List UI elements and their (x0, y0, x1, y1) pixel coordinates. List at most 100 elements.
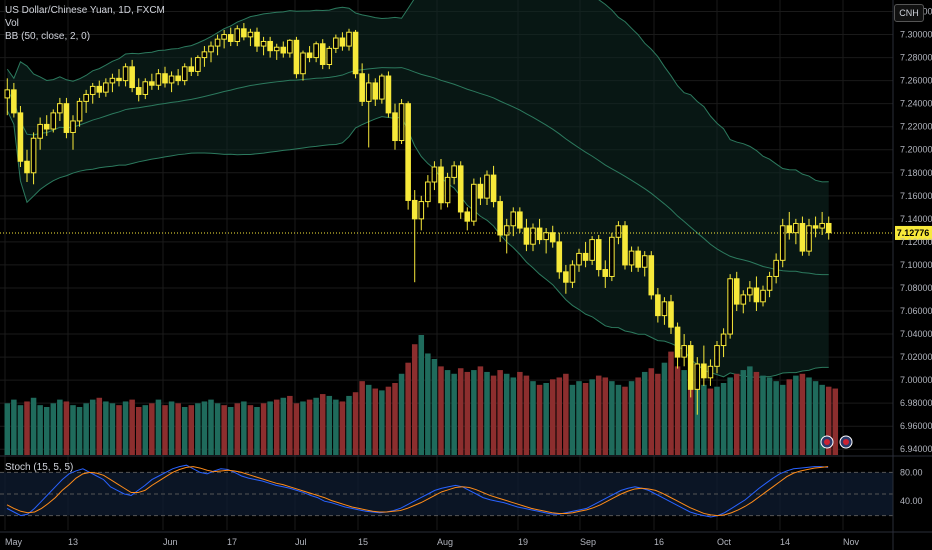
volume-bar (543, 383, 549, 455)
volume-bar (149, 403, 155, 455)
candle-body (392, 112, 398, 142)
volume-bar (740, 370, 747, 455)
stoch-d-line (6, 466, 829, 517)
volume-bar (234, 403, 241, 455)
candle-body (89, 85, 96, 95)
last-price-tag (895, 225, 932, 240)
volume-bar (641, 371, 648, 455)
price-tick-label: 6.94000 (900, 444, 932, 454)
candle-body (300, 52, 306, 75)
candle-body (819, 222, 825, 229)
volume-bar (556, 377, 563, 455)
volume-bar (615, 384, 622, 455)
candle-body (333, 37, 339, 49)
volume-bar (747, 366, 753, 455)
candle-body (779, 225, 786, 261)
volume-bar (103, 401, 109, 455)
volume-bar (221, 405, 227, 455)
candle-body (576, 252, 582, 266)
volume-bar (484, 371, 490, 455)
volume-bar (319, 394, 326, 455)
time-tick-label: 19 (518, 537, 528, 547)
candle-body (714, 345, 720, 367)
candle-body (359, 73, 365, 102)
volume-bar (313, 397, 319, 455)
candle-body (346, 31, 352, 47)
candle-body (175, 75, 181, 82)
volume-bar (490, 375, 497, 455)
candle-body (523, 227, 530, 245)
volume-bar (392, 383, 398, 455)
price-tick-label: 6.98000 (900, 398, 932, 408)
volume-bar (681, 370, 687, 455)
volume-bar (162, 405, 168, 455)
volume-bar (648, 368, 655, 455)
candle-body (641, 255, 648, 268)
candle-body (497, 201, 503, 236)
volume-label[interactable]: Vol (5, 18, 19, 29)
volume-bar (254, 407, 260, 455)
volume-bar (582, 383, 589, 455)
volume-bar (530, 381, 536, 455)
volume-bar (497, 370, 503, 455)
candle-body (707, 365, 714, 379)
chart-legend: US Dollar/Chinese Yuan, 1D, FXCM Vol BB … (5, 4, 165, 43)
bollinger-label[interactable]: BB (50, close, 2, 0) (5, 31, 91, 42)
candle-body (773, 259, 779, 277)
candle-body (648, 255, 655, 296)
candle-body (549, 232, 556, 243)
candle-body (326, 47, 333, 66)
candle-body (766, 275, 773, 291)
candle-body (214, 38, 221, 47)
symbol-title[interactable]: US Dollar/Chinese Yuan, 1D, FXCM (5, 5, 165, 16)
price-tick-label: 7.16000 (900, 191, 932, 201)
volume-bar (293, 403, 300, 455)
volume-bar (287, 395, 293, 455)
stoch-k-line (6, 464, 829, 518)
volume-bar (175, 403, 181, 455)
candle-body (747, 287, 753, 296)
volume-bar (707, 388, 714, 455)
volume-bar (50, 403, 57, 455)
time-tick-label: Jun (163, 537, 178, 547)
candle-body (457, 165, 464, 213)
volume-bar (431, 359, 438, 455)
candle-body (76, 100, 83, 122)
currency-button[interactable]: CNH (894, 4, 924, 22)
price-tick-label: 7.14000 (900, 214, 932, 224)
volume-bar (523, 375, 530, 455)
volume-bar (727, 377, 733, 455)
time-tick-label: Oct (717, 537, 732, 547)
volume-bar (122, 401, 129, 455)
volume-bar (635, 377, 641, 455)
candle-body (569, 264, 576, 283)
time-tick-label: May (5, 537, 23, 547)
volume-bar (687, 373, 694, 455)
candle-body (786, 225, 793, 234)
price-tick-label: 7.06000 (900, 306, 932, 316)
stoch-label[interactable]: Stoch (15, 5, 5) (5, 462, 74, 473)
volume-bar (83, 403, 89, 455)
candle-body (668, 301, 674, 328)
time-tick-label: Sep (580, 537, 596, 547)
price-tick-label: 7.24000 (900, 99, 932, 109)
price-tick-label: 7.30000 (900, 30, 932, 40)
volume-bar (227, 407, 234, 455)
volume-bar (333, 399, 339, 455)
candle-body (96, 85, 103, 93)
candle-body (57, 103, 63, 114)
volume-bar (109, 403, 116, 455)
candle-body (812, 225, 819, 229)
price-tick-label: 6.96000 (900, 421, 932, 431)
candle-body (24, 160, 30, 174)
volume-bar (694, 381, 701, 455)
candle-body (254, 31, 260, 47)
volume-bar (471, 370, 477, 455)
volume-bar (135, 407, 142, 455)
candle-body (30, 137, 37, 174)
candle-body (451, 165, 457, 178)
candle-body (11, 89, 17, 114)
volume-bar (398, 373, 405, 455)
volume-bar (76, 407, 83, 455)
